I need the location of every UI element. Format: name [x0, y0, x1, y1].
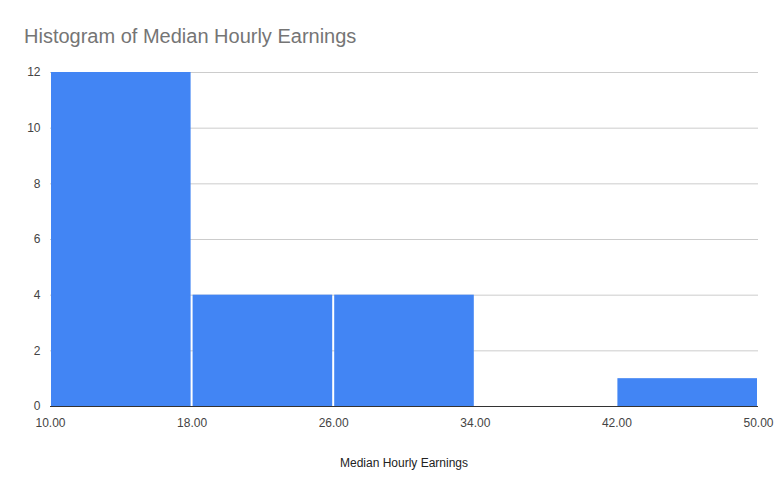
svg-text:6: 6 — [34, 232, 41, 246]
svg-text:50.00: 50.00 — [743, 416, 773, 430]
svg-text:12: 12 — [27, 65, 41, 79]
svg-text:0: 0 — [34, 399, 41, 413]
svg-text:2: 2 — [34, 344, 41, 358]
svg-text:8: 8 — [34, 177, 41, 191]
html-text:Median Hourly Earnings: Median Hourly Earnings — [340, 456, 468, 470]
svg-text:10: 10 — [27, 121, 41, 135]
svg-text:4: 4 — [34, 288, 41, 302]
svg-text:42.00: 42.00 — [602, 416, 632, 430]
svg-text:26.00: 26.00 — [319, 416, 349, 430]
svg-text:34.00: 34.00 — [460, 416, 490, 430]
svg-text:10.00: 10.00 — [35, 416, 65, 430]
svg-text:18.00: 18.00 — [177, 416, 207, 430]
html-text:Histogram of Median Hourly Ear: Histogram of Median Hourly Earnings — [24, 25, 357, 47]
